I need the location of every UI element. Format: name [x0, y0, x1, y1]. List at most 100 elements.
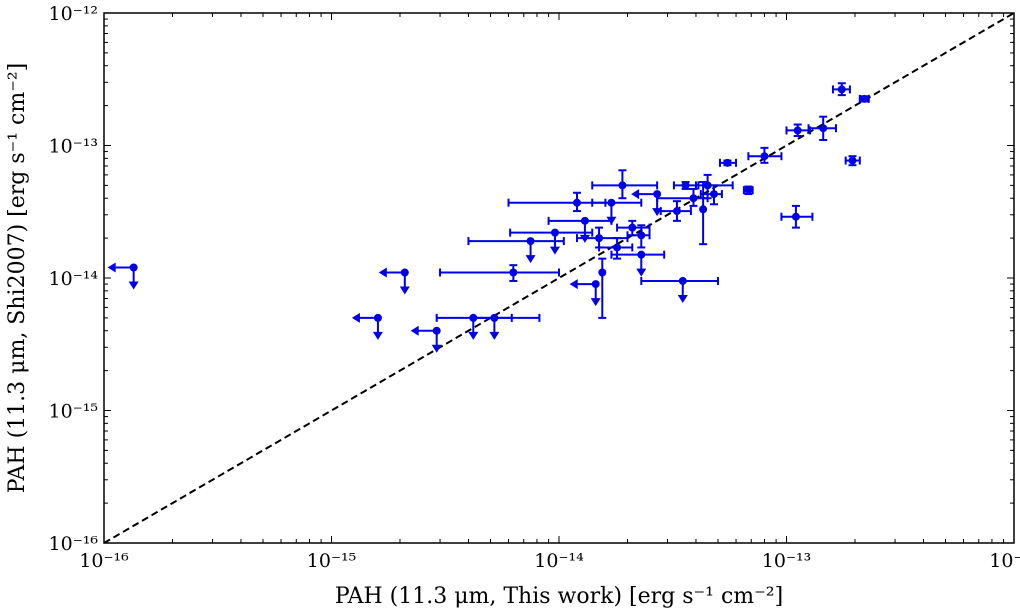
- x-tick-label: 10⁻¹⁴: [534, 550, 584, 572]
- data-point: [858, 94, 870, 103]
- x-tick-label: 10⁻¹²: [989, 550, 1020, 572]
- data-point-marker: [628, 223, 637, 232]
- y-tick-label: 10⁻¹⁴: [49, 268, 99, 290]
- data-point: [844, 155, 861, 167]
- data-point: [472, 313, 541, 340]
- data-point-marker: [672, 207, 681, 216]
- upper-limit-arrow-down: [636, 268, 647, 277]
- data-point-marker: [837, 85, 846, 94]
- data-point-marker: [526, 237, 535, 246]
- y-tick-label: 10⁻¹²: [49, 3, 98, 25]
- data-point-marker: [699, 205, 708, 214]
- upper-limit-arrow-left: [410, 325, 419, 336]
- upper-limit-arrow-down: [399, 286, 410, 295]
- data-point-marker: [637, 250, 646, 259]
- upper-limit-arrow-down: [525, 255, 536, 264]
- data-point: [439, 264, 560, 282]
- data-point: [659, 200, 692, 222]
- data-point: [598, 257, 607, 319]
- data-point: [569, 279, 601, 307]
- data-point: [807, 115, 837, 142]
- data-point-marker: [613, 243, 622, 252]
- data-point: [626, 224, 651, 249]
- data-point: [610, 250, 666, 277]
- data-point: [747, 146, 783, 164]
- data-point-marker: [432, 326, 441, 335]
- data-point-marker: [689, 194, 698, 203]
- upper-limit-arrow-down: [372, 331, 383, 340]
- y-tick-label: 10⁻¹³: [49, 136, 98, 158]
- data-point-marker: [678, 276, 687, 285]
- upper-limit-arrow-left: [378, 267, 387, 278]
- data-point-marker: [509, 268, 518, 277]
- upper-limit-arrow-down: [549, 246, 560, 255]
- data-point: [672, 181, 700, 190]
- data-point: [507, 191, 607, 213]
- plot-frame: [103, 12, 1015, 544]
- upper-limit-arrow-down: [431, 344, 442, 353]
- upper-limit-arrow-down: [489, 331, 500, 340]
- data-point: [742, 185, 754, 196]
- data-point: [718, 158, 738, 167]
- data-point: [591, 169, 659, 200]
- upper-limit-arrow-down: [652, 208, 663, 217]
- upper-limit-arrow-down: [468, 331, 479, 340]
- data-point: [780, 204, 814, 229]
- data-point: [378, 267, 410, 295]
- data-point: [351, 312, 383, 340]
- data-point-marker: [681, 181, 690, 190]
- data-point: [509, 228, 594, 255]
- data-point-marker: [791, 212, 800, 221]
- data-point-marker: [653, 190, 662, 199]
- upper-limit-arrow-left: [569, 279, 578, 290]
- data-point-marker: [760, 152, 769, 161]
- data-point: [598, 237, 634, 260]
- upper-limit-arrow-left: [631, 189, 640, 200]
- y-axis-label: PAH (11.3 μm, Shi2007) [erg s⁻¹ cm⁻²]: [5, 63, 30, 494]
- data-point-marker: [591, 280, 600, 289]
- x-tick-label: 10⁻¹⁶: [79, 550, 129, 572]
- y-tick-label: 10⁻¹⁶: [49, 533, 99, 555]
- x-tick-labels: 10⁻¹⁶ 10⁻¹⁵ 10⁻¹⁴ 10⁻¹³ 10⁻¹²: [79, 550, 1020, 572]
- data-point: [631, 189, 663, 217]
- x-tick-label: 10⁻¹⁵: [307, 550, 356, 572]
- y-tick-label: 10⁻¹⁵: [49, 401, 98, 423]
- x-axis-label: PAH (11.3 μm, This work) [erg s⁻¹ cm⁻²]: [335, 584, 783, 609]
- data-point-marker: [723, 158, 732, 167]
- data-point: [616, 219, 651, 237]
- data-point: [699, 184, 723, 206]
- upper-limit-arrow-down: [677, 294, 688, 303]
- data-point-marker: [580, 216, 589, 225]
- data-point-marker: [819, 124, 828, 133]
- data-point-marker: [709, 190, 718, 199]
- data-point-marker: [637, 231, 646, 240]
- data-points: [107, 82, 870, 353]
- data-point-marker: [400, 268, 409, 277]
- upper-limit-arrow-left: [351, 312, 360, 323]
- data-point-marker: [573, 198, 582, 207]
- upper-limit-arrow-down: [128, 281, 139, 290]
- data-point-marker: [373, 313, 382, 322]
- data-point-marker: [793, 126, 802, 135]
- data-point-marker: [607, 198, 616, 207]
- data-point-marker: [595, 234, 604, 243]
- data-point: [591, 198, 643, 225]
- data-point-marker: [848, 156, 857, 165]
- data-point-marker: [618, 181, 627, 190]
- data-point-marker: [490, 313, 499, 322]
- upper-limit-arrow-left: [107, 262, 116, 273]
- data-point-marker: [550, 228, 559, 237]
- x-tick-label: 10⁻¹³: [762, 550, 811, 572]
- data-point: [410, 325, 442, 353]
- data-point: [107, 262, 139, 290]
- data-point: [467, 237, 565, 264]
- data-point-marker: [703, 181, 712, 190]
- data-point-marker: [129, 263, 138, 272]
- data-point-marker: [860, 94, 869, 103]
- data-point-marker: [598, 268, 607, 277]
- upper-limit-arrow-down: [606, 216, 617, 225]
- data-point: [831, 82, 851, 97]
- upper-limit-arrow-down: [590, 298, 601, 307]
